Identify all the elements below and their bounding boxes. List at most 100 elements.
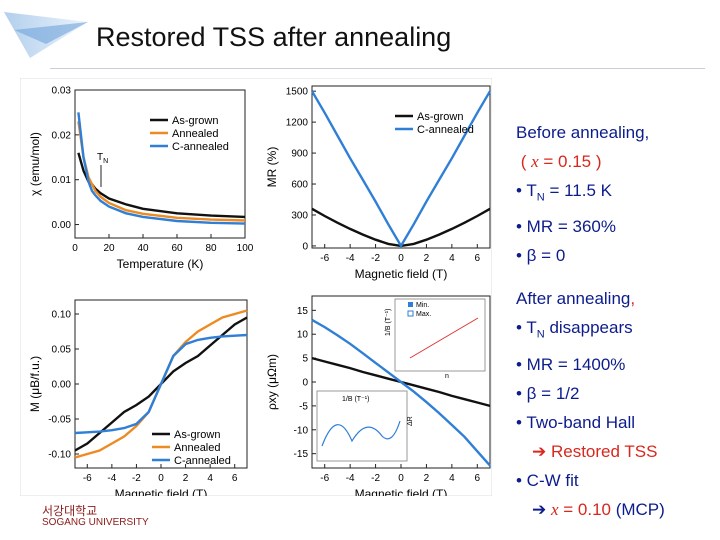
x-tick-label: -6 xyxy=(320,253,329,264)
y-tick-label: 0.03 xyxy=(52,86,72,97)
x-tick-label: -4 xyxy=(107,473,116,484)
x-tick-label: 40 xyxy=(137,243,149,254)
logo-text: 서강대학교 xyxy=(42,504,98,518)
title-rule xyxy=(50,68,705,69)
inset-text: n xyxy=(445,373,449,380)
inset-fit xyxy=(409,317,479,359)
t: • T xyxy=(516,318,537,338)
note-line: • MR = 1400% xyxy=(516,354,626,374)
x-tick-label: 20 xyxy=(103,243,115,254)
x-tick-label: 2 xyxy=(424,253,430,264)
note-line: • MR = 360% xyxy=(516,217,616,237)
x-tick-label: -6 xyxy=(320,473,329,484)
x-tick-label: -6 xyxy=(83,473,92,484)
y-tick-label: 600 xyxy=(291,180,308,191)
slide-title: Restored TSS after annealing xyxy=(96,22,452,52)
t: N xyxy=(536,191,545,204)
series-line xyxy=(77,112,246,225)
x-axis-title: Magnetic field (T) xyxy=(355,487,448,496)
legend-label: As-grown xyxy=(417,111,463,123)
x-tick-label: 4 xyxy=(449,473,455,484)
y-axis-title: ρxy (μΩm) xyxy=(265,354,279,410)
inset xyxy=(316,390,408,462)
legend-label: C-annealed xyxy=(174,455,231,467)
x-tick-label: 6 xyxy=(475,473,481,484)
t: x xyxy=(531,152,539,171)
note-line: • β = 1/2 xyxy=(516,383,580,403)
x-tick-label: 4 xyxy=(449,253,455,264)
inset-text: Max. xyxy=(416,311,431,318)
x-tick-label: -2 xyxy=(371,473,380,484)
note-heading: After annealing, xyxy=(516,284,665,313)
note-line: • TN = 11.5 K xyxy=(516,176,665,212)
note-line: • C-W fit xyxy=(516,470,579,490)
inset-text: ΔR xyxy=(407,416,414,426)
y-axis-title: M (μB/f.u.) xyxy=(28,356,42,412)
inset-text: 1/B (T⁻¹) xyxy=(342,396,369,403)
figure: 0 20 40 60 80 1000.000.010.020.03Temperature … xyxy=(20,78,492,496)
legend-label: As-grown xyxy=(172,115,218,127)
logo-text: SOGANG UNIVERSITY xyxy=(42,517,149,528)
x-tick-label: 0 xyxy=(398,473,404,484)
x-axis-title: Magnetic field (T) xyxy=(115,487,208,496)
y-tick-label: -5 xyxy=(299,401,308,412)
t: • T xyxy=(516,181,537,200)
y-tick-label: 0.00 xyxy=(52,380,72,391)
t: N xyxy=(536,328,545,341)
annotation-sub: N xyxy=(103,158,108,165)
y-tick-label: 0.10 xyxy=(52,310,72,321)
y-tick-label: -10 xyxy=(294,425,309,436)
x-tick-label: -2 xyxy=(132,473,141,484)
y-tick-label: -15 xyxy=(294,449,309,460)
inset-curve xyxy=(321,420,401,447)
inset-text: Min. xyxy=(416,302,429,309)
legend-label: C-annealed xyxy=(417,124,474,136)
note-line: • TN disappears xyxy=(516,313,665,349)
y-tick-label: 10 xyxy=(297,330,309,341)
y-axis-title: χ (emu/mol) xyxy=(28,132,42,196)
note-line: • Two-band Hall xyxy=(516,412,636,432)
y-tick-label: 0.01 xyxy=(52,175,72,186)
x-tick-label: 0 xyxy=(158,473,164,484)
t: disappears xyxy=(544,318,633,338)
note-line: ➔ x = 0.10 (MCP) xyxy=(516,495,665,524)
y-tick-label: -0.05 xyxy=(48,415,71,426)
inset xyxy=(394,298,486,372)
y-tick-label: 1500 xyxy=(286,87,309,98)
annotation: TN xyxy=(97,152,108,165)
y-tick-label: 300 xyxy=(291,210,308,221)
t: = 11.5 K xyxy=(544,181,612,200)
t: = 0.10 xyxy=(558,499,611,519)
x-tick-label: 100 xyxy=(237,243,254,254)
logo: 서강대학교 SOGANG UNIVERSITY xyxy=(42,504,149,528)
t: (MCP) xyxy=(610,499,665,519)
x-tick-label: 4 xyxy=(207,473,213,484)
x-tick-label: 0 xyxy=(398,253,404,264)
x-tick-label: 80 xyxy=(205,243,217,254)
y-tick-label: 0 xyxy=(302,241,308,252)
y-tick-label: 0.05 xyxy=(52,345,72,356)
notes: Before annealing, ( x = 0.15 ) • TN = 11… xyxy=(516,118,665,524)
note-heading: Before annealing, xyxy=(516,123,650,142)
t: ➔ xyxy=(532,499,551,519)
y-tick-label: 1200 xyxy=(286,118,309,129)
t: , xyxy=(630,289,636,309)
y-tick-label: -0.10 xyxy=(48,450,71,461)
header-art xyxy=(4,12,88,58)
x-axis-title: Temperature (K) xyxy=(117,257,204,271)
x-axis-title: Magnetic field (T) xyxy=(355,267,448,281)
series-line xyxy=(74,333,248,435)
legend-label: Annealed xyxy=(172,128,219,140)
t: x xyxy=(550,499,559,519)
note-line: • β = 0 xyxy=(516,246,566,266)
y-tick-label: 15 xyxy=(297,306,309,317)
inset-text: 1/B (T⁻¹) xyxy=(385,309,392,336)
y-tick-label: 0.00 xyxy=(52,220,72,231)
t: ( xyxy=(520,152,532,171)
x-tick-label: 2 xyxy=(424,473,430,484)
x-tick-label: 60 xyxy=(171,243,183,254)
inset-marker xyxy=(407,310,414,317)
y-tick-label: 0 xyxy=(302,378,308,389)
legend-label: Annealed xyxy=(174,442,221,454)
